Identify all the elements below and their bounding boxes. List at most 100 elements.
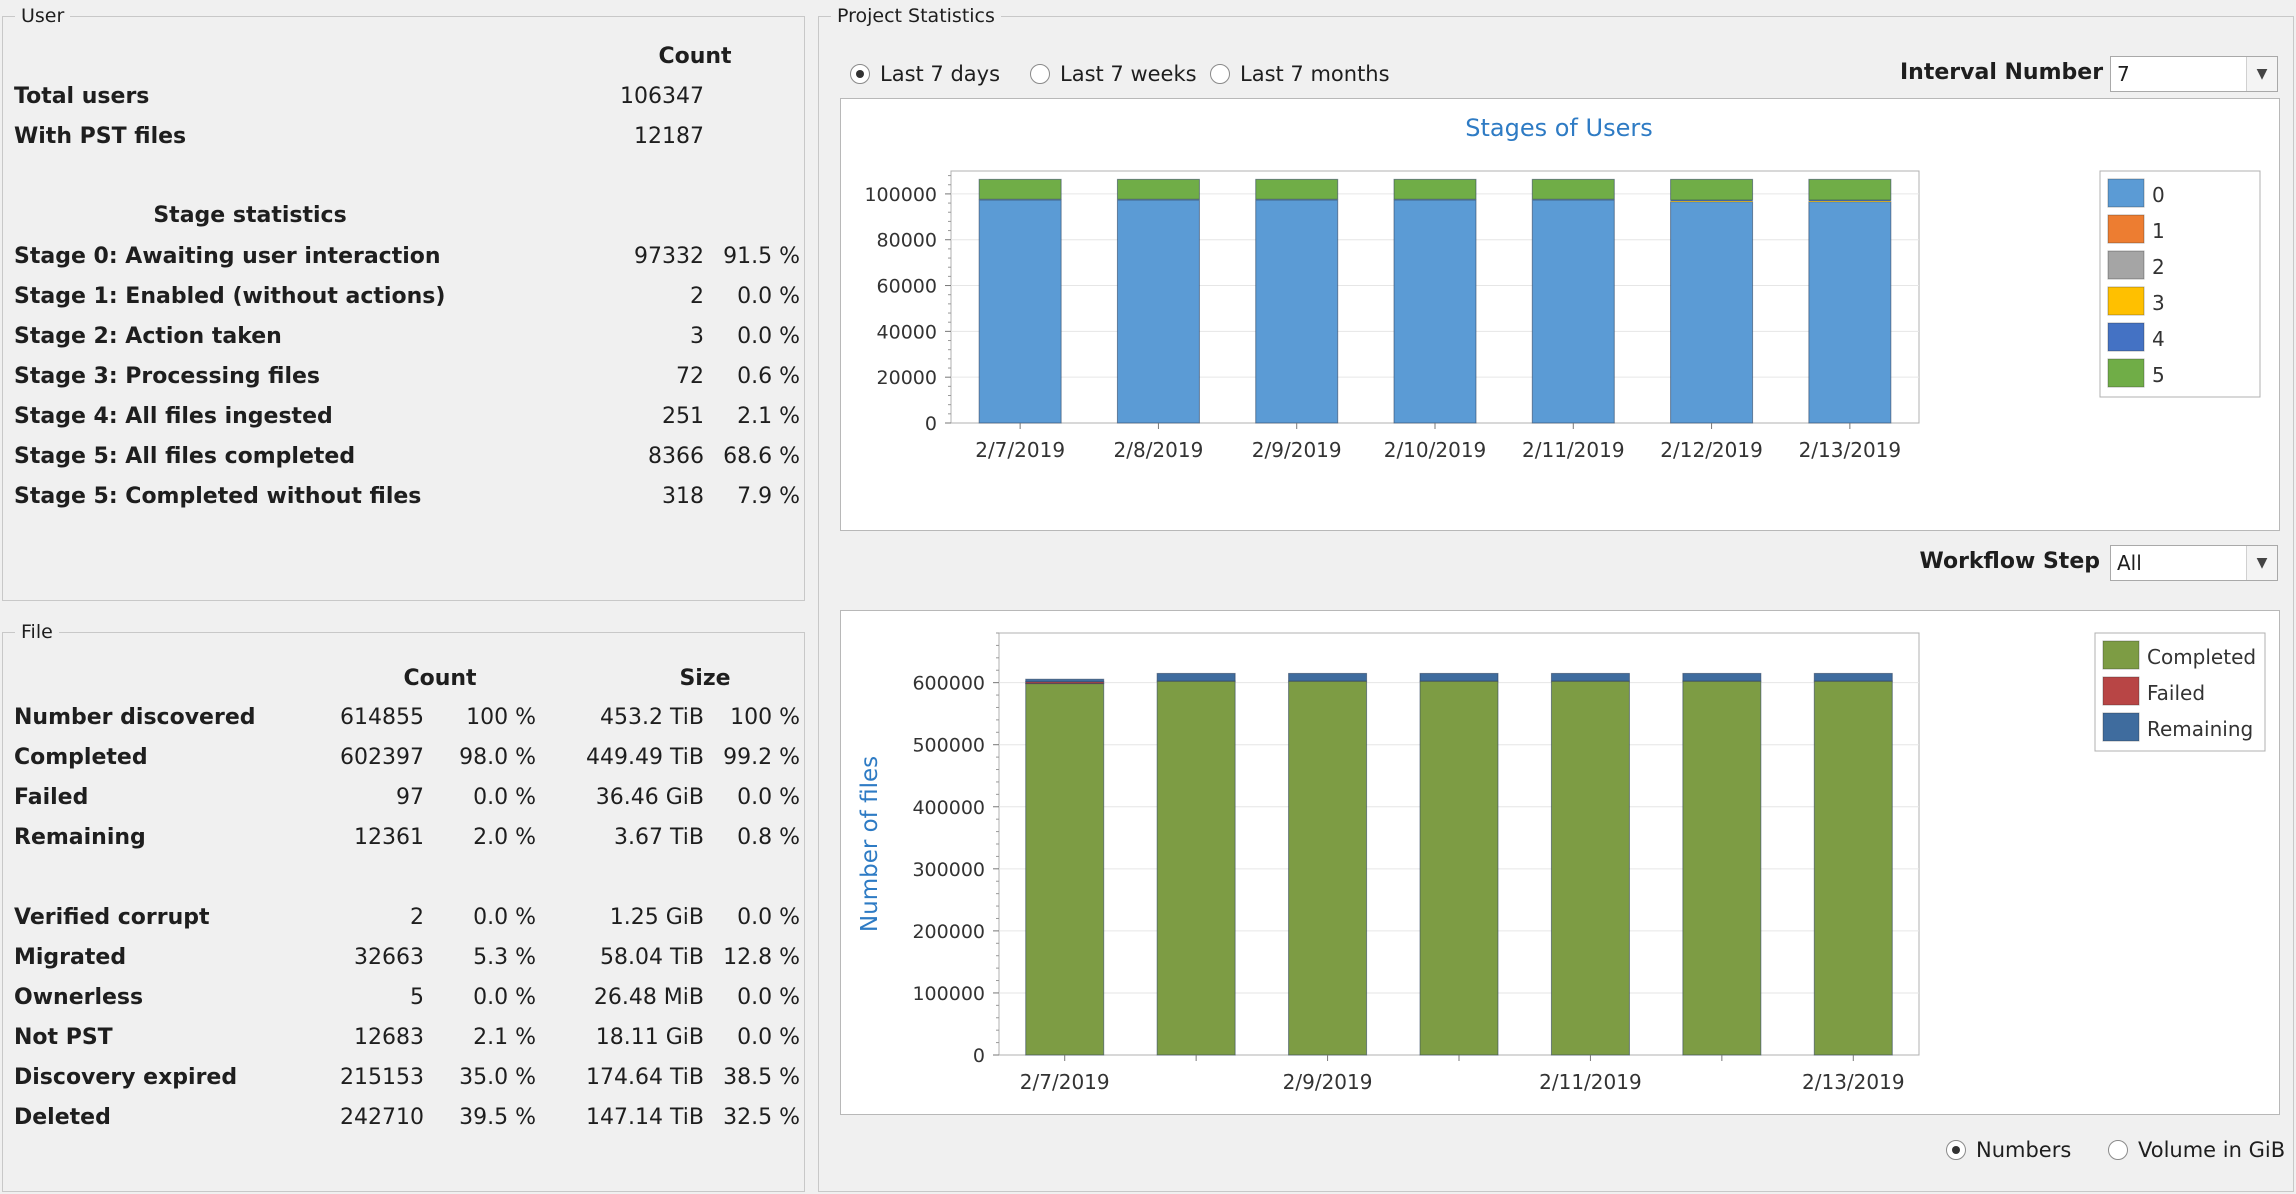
row-label: Verified corrupt: [14, 905, 210, 930]
row-count: 8366: [648, 444, 704, 469]
file-row: Verified corrupt 2 0.0 % 1.25 GiB 0.0 %: [14, 903, 800, 933]
file-row: Failed 97 0.0 % 36.46 GiB 0.0 %: [14, 783, 800, 813]
radio-label: Numbers: [1976, 1138, 2072, 1162]
user-total-row: With PST files 12187: [14, 122, 794, 152]
row-count: 12683: [354, 1025, 424, 1050]
stage-row: Stage 1: Enabled (without actions) 2 0.0 %: [14, 282, 800, 312]
row-percent: 0.0 %: [737, 324, 800, 349]
file-row: Remaining 12361 2.0 % 3.67 TiB 0.8 %: [14, 823, 800, 853]
row-label: Completed: [14, 745, 148, 770]
radio-last-7-weeks[interactable]: Last 7 weeks: [1030, 62, 1197, 86]
row-size: 453.2 TiB: [600, 705, 704, 730]
legend-swatch: [2102, 712, 2140, 742]
x-tick-label: 2/7/2019: [1020, 1070, 1110, 1094]
bar-segment: [1670, 178, 1754, 201]
row-label: Not PST: [14, 1025, 113, 1050]
workflow-step-select[interactable]: All ▼: [2110, 545, 2278, 581]
interval-number-select[interactable]: 7 ▼: [2110, 56, 2278, 92]
row-label: With PST files: [14, 124, 187, 149]
radio-volume-in-gib[interactable]: Volume in GiB: [2108, 1138, 2285, 1162]
bar-segment: [1393, 199, 1477, 424]
row-count: 12187: [634, 124, 704, 149]
interval-number-label: Interval Number: [1900, 60, 2104, 85]
bar-segment: [1813, 680, 1893, 1056]
bar-segment: [978, 178, 1062, 200]
bar-segment: [1393, 178, 1477, 200]
legend-swatch: [2107, 322, 2145, 352]
x-tick-label: 2/10/2019: [1384, 438, 1487, 462]
y-tick-label: 40000: [877, 321, 937, 343]
radio-label: Last 7 days: [880, 62, 1001, 86]
row-count-percent: 2.0 %: [473, 825, 536, 850]
chevron-down-icon[interactable]: ▼: [2246, 546, 2277, 580]
bar-segment: [1808, 201, 1892, 424]
row-count: 2: [690, 284, 704, 309]
row-count-percent: 39.5 %: [459, 1105, 536, 1130]
bar-segment: [1255, 178, 1339, 200]
y-tick-label: 20000: [877, 367, 937, 389]
interval-number-value: 7: [2117, 62, 2130, 86]
bar-segment: [1550, 680, 1630, 1056]
legend-label: 1: [2152, 219, 2165, 243]
radio-label: Last 7 weeks: [1060, 62, 1197, 86]
row-count: 12361: [354, 825, 424, 850]
workflow-step-label: Workflow Step: [1919, 549, 2100, 574]
legend-label: Completed: [2147, 645, 2256, 669]
row-label: Stage 1: Enabled (without actions): [14, 284, 446, 309]
bar-segment: [1116, 199, 1200, 424]
row-count-percent: 5.3 %: [473, 945, 536, 970]
row-count-percent: 2.1 %: [473, 1025, 536, 1050]
row-size-percent: 0.0 %: [737, 1025, 800, 1050]
row-size-percent: 12.8 %: [723, 945, 800, 970]
row-size: 3.67 TiB: [614, 825, 704, 850]
file-size-header: Size: [679, 666, 731, 691]
row-count: 2: [410, 905, 424, 930]
legend-label: 3: [2152, 291, 2165, 315]
file-row: Migrated 32663 5.3 % 58.04 TiB 12.8 %: [14, 943, 800, 973]
x-tick-label: 2/11/2019: [1522, 438, 1625, 462]
row-size-percent: 100 %: [730, 705, 800, 730]
radio-dot-icon: [850, 64, 870, 84]
stage-row: Stage 4: All files ingested 251 2.1 %: [14, 402, 800, 432]
row-size-percent: 0.8 %: [737, 825, 800, 850]
radio-dot-icon: [1210, 64, 1230, 84]
row-label: Discovery expired: [14, 1065, 238, 1090]
row-count-percent: 0.0 %: [473, 985, 536, 1010]
file-row: Discovery expired 215153 35.0 % 174.64 TiB 3…: [14, 1063, 800, 1093]
x-tick-label: 2/13/2019: [1802, 1070, 1905, 1094]
bar-segment: [1682, 680, 1762, 1056]
stages-of-users-chart: Stages of Users 0 20000 40000 60000 80000 1000…: [840, 98, 2280, 531]
row-label: Stage 2: Action taken: [14, 324, 282, 349]
bar-segment: [978, 199, 1062, 424]
y-tick-label: 100000: [864, 184, 937, 206]
row-count-percent: 100 %: [466, 705, 536, 730]
x-tick-label: 2/12/2019: [1660, 438, 1763, 462]
row-label: Stage 4: All files ingested: [14, 404, 333, 429]
legend-swatch: [2107, 286, 2145, 316]
y-tick-label: 80000: [877, 230, 937, 252]
row-percent: 68.6 %: [723, 444, 800, 469]
row-size: 1.25 GiB: [609, 905, 704, 930]
row-percent: 7.9 %: [737, 484, 800, 509]
row-label: Remaining: [14, 825, 146, 850]
project-statistics-title: Project Statistics: [831, 4, 1001, 28]
row-label: Stage 5: Completed without files: [14, 484, 422, 509]
user-total-row: Total users 106347: [14, 82, 794, 112]
row-size-percent: 0.0 %: [737, 985, 800, 1010]
radio-last-7-days[interactable]: Last 7 days: [850, 62, 1000, 86]
row-count: 215153: [340, 1065, 424, 1090]
legend-label: 4: [2152, 327, 2165, 351]
row-count: 251: [662, 404, 704, 429]
bar-segment: [1531, 178, 1615, 200]
radio-last-7-months[interactable]: Last 7 months: [1210, 62, 1390, 86]
chevron-down-icon[interactable]: ▼: [2246, 57, 2277, 91]
row-percent: 0.6 %: [737, 364, 800, 389]
x-tick-label: 2/7/2019: [975, 438, 1065, 462]
row-size-percent: 0.0 %: [737, 785, 800, 810]
files-svg: 0 100000 200000 300000 400000 500000 600000 2/7…: [857, 632, 2266, 1094]
bar-segment: [1156, 672, 1236, 682]
radio-numbers[interactable]: Numbers: [1946, 1138, 2071, 1162]
row-size-percent: 38.5 %: [723, 1065, 800, 1090]
project-statistics-group: Project Statistics: [818, 4, 2294, 1192]
row-count: 318: [662, 484, 704, 509]
